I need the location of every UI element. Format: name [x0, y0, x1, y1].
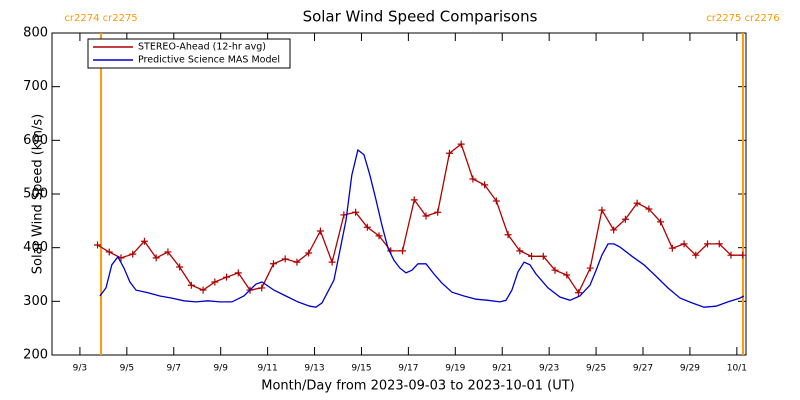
data-point	[269, 260, 277, 268]
data-point	[399, 247, 407, 255]
data-point	[234, 269, 242, 277]
data-point	[281, 255, 289, 263]
data-point	[516, 247, 524, 255]
data-point	[410, 196, 418, 204]
legend-label: Predictive Science MAS Model	[138, 55, 280, 66]
x-tick-label: 9/5	[120, 364, 134, 374]
data-point	[574, 289, 582, 297]
x-tick-label: 9/7	[167, 364, 181, 374]
data-point	[140, 237, 148, 245]
chart-title: Solar Wind Speed Comparisons	[303, 8, 538, 26]
x-tick-label: 9/23	[539, 364, 559, 374]
data-point	[586, 264, 594, 272]
y-tick-label: 300	[23, 294, 48, 309]
x-tick-label: 9/27	[633, 364, 653, 374]
data-point	[563, 271, 571, 279]
data-point	[551, 266, 559, 274]
x-tick-label: 9/29	[680, 364, 700, 374]
data-point	[715, 240, 723, 248]
data-point	[223, 273, 231, 281]
data-point	[293, 258, 301, 266]
y-tick-label: 500	[23, 187, 48, 202]
y-tick-label: 700	[23, 79, 48, 94]
data-point	[199, 286, 207, 294]
x-tick-label: 9/15	[351, 364, 371, 374]
data-point	[352, 208, 360, 216]
y-tick-label: 600	[23, 133, 48, 148]
data-point	[645, 205, 653, 213]
y-tick-label: 800	[23, 26, 48, 41]
data-point	[739, 251, 747, 259]
data-point	[129, 250, 137, 258]
data-point	[105, 248, 113, 256]
data-point	[621, 215, 629, 223]
data-point	[504, 231, 512, 239]
data-point	[704, 240, 712, 248]
rotation-label: cr2274 cr2275	[64, 13, 137, 24]
data-point	[680, 240, 688, 248]
x-tick-label: 9/17	[398, 364, 418, 374]
y-tick-label: 400	[23, 240, 48, 255]
legend-label: STEREO-Ahead (12-hr avg)	[138, 42, 266, 53]
x-tick-label: 9/9	[213, 364, 228, 374]
data-point	[445, 149, 453, 157]
data-point	[692, 251, 700, 259]
data-point	[211, 278, 219, 286]
y-tick-label: 200	[23, 348, 48, 363]
x-axis-label: Month/Day from 2023-09-03 to 2023-10-01 …	[261, 379, 574, 394]
x-tick-label: 9/25	[586, 364, 606, 374]
x-tick-label: 9/19	[445, 364, 465, 374]
data-point	[328, 258, 336, 266]
legend-box	[87, 38, 291, 69]
data-point	[187, 281, 195, 289]
data-point	[539, 252, 547, 260]
data-point	[481, 181, 489, 189]
data-point	[164, 248, 172, 256]
data-point	[363, 223, 371, 231]
x-tick-label: 9/3	[73, 364, 87, 374]
data-point	[316, 227, 324, 235]
data-point	[258, 284, 266, 292]
y-axis-label: Solar Wind Speed (km/s)	[31, 114, 46, 274]
data-point	[422, 212, 430, 220]
data-point	[610, 226, 618, 234]
data-point	[176, 263, 184, 271]
data-point	[457, 140, 465, 148]
rotation-label: cr2275 cr2276	[706, 13, 779, 24]
data-point	[668, 244, 676, 252]
x-tick-label: 9/11	[258, 364, 278, 374]
x-tick-label: 9/21	[492, 364, 512, 374]
series-line	[99, 148, 745, 308]
series-line	[97, 143, 743, 295]
data-point	[598, 206, 606, 214]
data-point	[375, 232, 383, 240]
data-point	[492, 197, 500, 205]
data-point	[469, 175, 477, 183]
data-point	[633, 199, 641, 207]
data-point	[305, 249, 313, 257]
data-point	[94, 241, 102, 249]
data-point	[434, 208, 442, 216]
data-point	[657, 218, 665, 226]
x-tick-label: 10/1	[727, 364, 747, 374]
data-point	[528, 252, 536, 260]
data-point	[152, 254, 160, 262]
x-tick-label: 9/13	[304, 364, 324, 374]
data-point	[727, 251, 735, 259]
